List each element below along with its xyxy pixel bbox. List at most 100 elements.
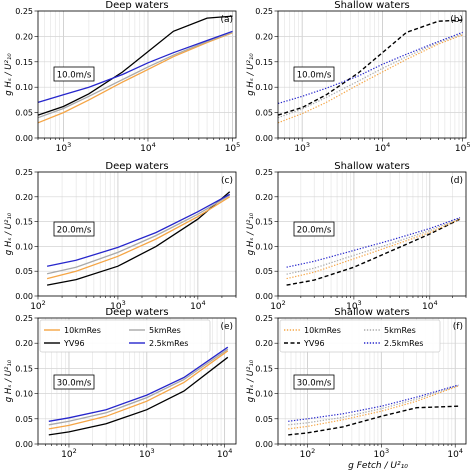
x-tick-label: 104: [375, 141, 391, 154]
y-tick-label: 0.25: [255, 314, 273, 323]
series-line-10kmRes: [37, 32, 233, 124]
y-tick-label: 0.00: [15, 440, 33, 449]
legend: 10kmRes 5kmRes YV96 2.5kmRes: [39, 319, 211, 353]
panel-a: 0.00 0.05 0.10 0.15 0.20 0.25 103 104 105 Deep wa…: [4, 0, 240, 154]
x-tick-label: 103: [139, 447, 155, 460]
series-line-5kmRes: [48, 348, 229, 426]
series-line-2.5kmRes: [46, 193, 231, 267]
series-line-5kmRes: [37, 31, 233, 119]
legend-label-10kmRes: 10kmRes: [304, 326, 341, 335]
series-line-YV96: [48, 356, 229, 436]
y-tick-label: 0.15: [15, 364, 33, 373]
x-tick-label: 105: [455, 141, 471, 154]
panel-d: 0.00 0.05 0.10 0.15 0.20 0.25 102 103 104 Shallow…: [246, 161, 467, 312]
y-tick-label: 0.25: [15, 7, 33, 16]
legend-label-2.5kmRes: 2.5kmRes: [384, 339, 423, 348]
legend-label-10kmRes: 10kmRes: [64, 326, 101, 335]
panel-letter: (c): [221, 176, 233, 186]
panel-letter: (e): [220, 322, 233, 332]
x-tick-label: 104: [217, 447, 233, 460]
series-line-10kmRes: [286, 218, 461, 280]
y-tick-label: 0.10: [255, 390, 273, 399]
plot-frame: [277, 171, 467, 297]
series-line-5kmRes: [286, 217, 461, 275]
legend-label-YV96: YV96: [303, 339, 325, 348]
panel-title: Deep waters: [105, 161, 168, 172]
x-tick-label: 104: [447, 447, 463, 460]
x-tick-label: 103: [110, 299, 126, 312]
legend-label-5kmRes: 5kmRes: [384, 326, 416, 335]
x-tick-label: 102: [300, 447, 316, 460]
plot-frame: [37, 171, 237, 297]
y-tick-label: 0.05: [15, 109, 33, 118]
plot-frame: [37, 10, 237, 139]
plot-frame: [277, 10, 467, 139]
y-tick-label: 0.25: [15, 314, 33, 323]
legend-label-YV96: YV96: [63, 339, 85, 348]
y-tick-label: 0.10: [15, 242, 33, 251]
x-tick-label: 103: [56, 141, 72, 154]
y-axis-label: g Hₛ / U²₁₀: [246, 212, 256, 255]
panel-f: 0.00 0.05 0.10 0.15 0.20 0.25 102 103 104 Shallow…: [246, 307, 467, 460]
series-line-2.5kmRes: [37, 30, 233, 104]
panel-title: Shallow waters: [334, 307, 410, 318]
legend-label-5kmRes: 5kmRes: [149, 326, 181, 335]
series-line-10kmRes: [48, 350, 229, 430]
y-tick-label: 0.05: [255, 109, 273, 118]
y-tick-label: 0.00: [15, 134, 33, 143]
x-tick-label: 104: [190, 299, 206, 312]
x-tick-label: 104: [140, 141, 156, 154]
wind-speed-box: [53, 221, 95, 237]
y-tick-label: 0.10: [255, 242, 273, 251]
y-tick-label: 0.15: [15, 218, 33, 227]
y-axis-label: g Hₛ / U²₁₀: [246, 359, 256, 402]
y-tick-label: 0.20: [15, 32, 33, 41]
series-line-YV96: [286, 218, 461, 286]
x-tick-label: 103: [294, 141, 310, 154]
y-tick-label: 0.05: [15, 267, 33, 276]
panel-letter: (f): [453, 322, 463, 332]
legend-frame: [39, 319, 211, 353]
series-line-10kmRes: [277, 34, 463, 124]
y-axis-label: g Hₛ / U²₁₀: [4, 359, 14, 402]
x-tick-label: 102: [270, 299, 286, 312]
y-tick-label: 0.20: [255, 32, 273, 41]
x-tick-label: 103: [346, 299, 362, 312]
plot-frame: [37, 317, 237, 445]
wind-speed-label: 30.0m/s: [57, 379, 92, 389]
y-tick-label: 0.20: [15, 193, 33, 202]
series-line-5kmRes: [277, 33, 463, 119]
y-tick-label: 0.25: [255, 168, 273, 177]
wind-speed-box: [53, 66, 95, 82]
y-tick-label: 0.10: [255, 83, 273, 92]
wind-speed-label: 10.0m/s: [57, 71, 92, 81]
x-tick-label: 104: [422, 299, 438, 312]
x-tick-label: 103: [374, 447, 390, 460]
y-tick-label: 0.10: [15, 390, 33, 399]
x-tick-label: 105: [225, 141, 241, 154]
y-tick-label: 0.20: [255, 339, 273, 348]
panel-title: Shallow waters: [334, 161, 410, 172]
panel-letter: (a): [220, 15, 233, 25]
y-tick-label: 0.10: [15, 83, 33, 92]
panel-title: Deep waters: [105, 307, 168, 318]
legend: 10kmRes 5kmRes YV96 2.5kmRes: [279, 319, 441, 353]
legend-frame: [279, 319, 441, 353]
series-line-YV96: [46, 191, 231, 286]
y-tick-label: 0.05: [15, 415, 33, 424]
y-tick-label: 0.25: [15, 168, 33, 177]
y-tick-label: 0.15: [255, 364, 273, 373]
panel-letter: (d): [450, 176, 463, 186]
y-tick-label: 0.00: [15, 292, 33, 301]
y-tick-label: 0.00: [255, 440, 273, 449]
wind-speed-label: 20.0m/s: [57, 226, 92, 236]
y-tick-label: 0.15: [255, 58, 273, 67]
series-line-5kmRes: [46, 194, 231, 275]
series-line-YV96: [37, 15, 233, 116]
x-tick-label: 102: [61, 447, 77, 460]
panel-e: 0.00 0.05 0.10 0.15 0.20 0.25 102 103 104 Deep wa…: [4, 307, 237, 460]
y-tick-label: 0.00: [255, 134, 273, 143]
series-line-YV96: [288, 405, 459, 436]
wind-speed-label: 20.0m/s: [297, 226, 332, 236]
